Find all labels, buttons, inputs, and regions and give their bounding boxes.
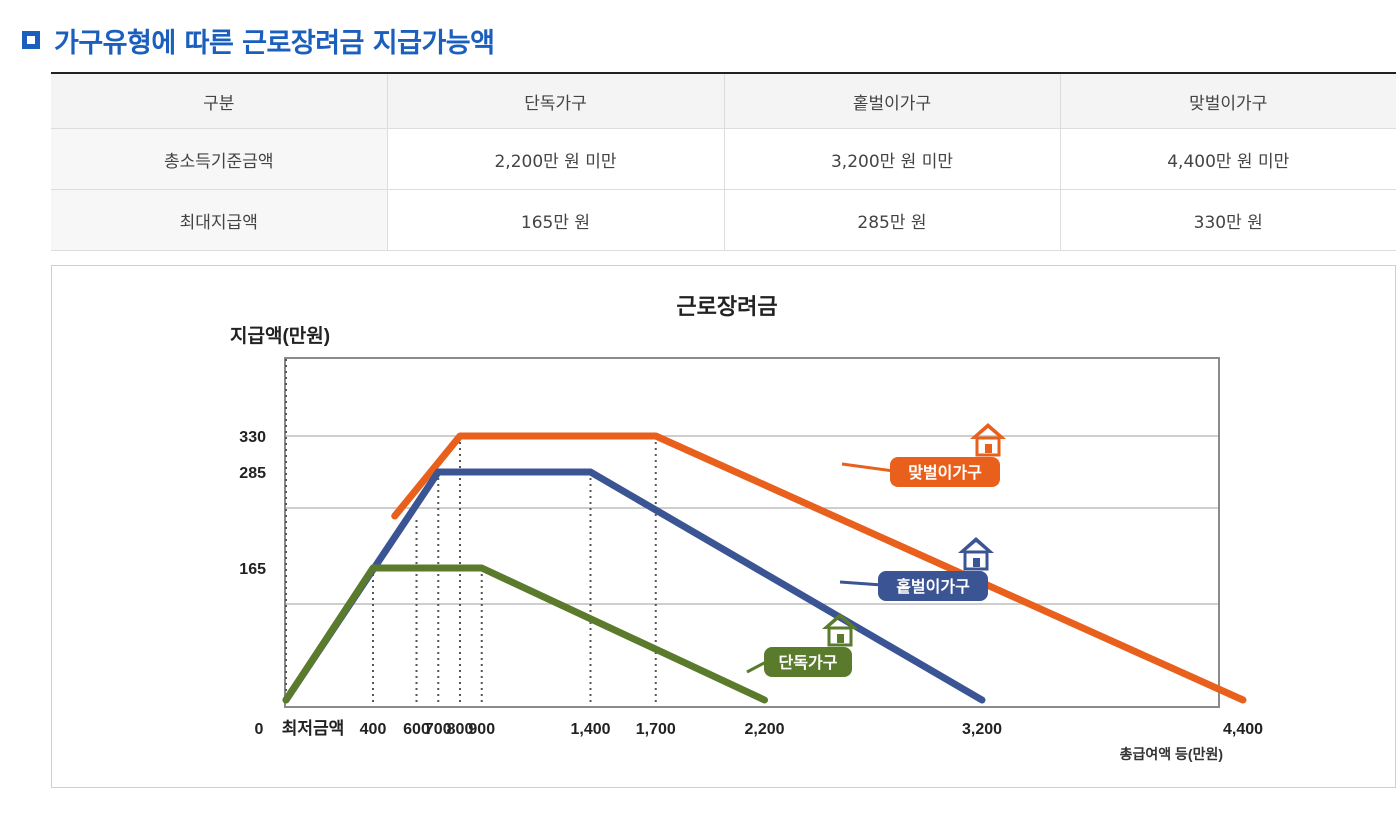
table-row-head: 총소득기준금액 (51, 128, 388, 190)
y-axis-label: 지급액(만원) (230, 325, 330, 347)
x-tick-label: 3,200 (962, 721, 1002, 738)
x-tick-label: 600 (403, 721, 430, 738)
house-icon (970, 423, 1006, 457)
plot-area (284, 357, 1220, 708)
series-line (282, 564, 768, 704)
table-row: 총소득기준금액 2,200만 원 미만 3,200만 원 미만 4,400만 원… (51, 128, 1396, 190)
x-tick-label: 700 (425, 721, 452, 738)
benefit-table: 구분 단독가구 홑벌이가구 맞벌이가구 총소득기준금액 2,200만 원 미만 … (51, 72, 1396, 251)
table-cell: 330만 원 (1060, 189, 1396, 251)
table-cell: 4,400만 원 미만 (1060, 128, 1396, 190)
table-cell: 285만 원 (724, 189, 1061, 251)
callout-connector (841, 462, 895, 473)
x-tick-label: 2,200 (744, 721, 784, 738)
series-label: 홑벌이가구 (896, 577, 970, 596)
section-title: 가구유형에 따른 근로장려금 지급가능액 (54, 27, 495, 59)
minimum-amount-label: 최저금액 (282, 719, 345, 738)
callout-connector (839, 580, 883, 587)
y-tick-label: 285 (239, 465, 266, 482)
x-tick-label: 800 (447, 721, 474, 738)
table-header-row: 구분 단독가구 홑벌이가구 맞벌이가구 (51, 73, 1396, 129)
x-tick-label: 4,400 (1223, 721, 1263, 738)
table-row-head: 최대지급액 (51, 189, 388, 251)
table-header-cell: 단독가구 (387, 73, 725, 129)
table-cell: 165만 원 (387, 189, 725, 251)
table-cell: 2,200만 원 미만 (387, 128, 725, 190)
origin-label: 0 (255, 721, 264, 738)
series-label-badge (878, 571, 988, 601)
y-tick-label: 330 (239, 429, 266, 446)
series-label-badge (764, 647, 852, 677)
square-bullet-icon (22, 31, 40, 49)
table-row: 최대지급액 165만 원 285만 원 330만 원 (51, 189, 1396, 251)
series-line (391, 432, 1247, 704)
section-heading: 가구유형에 따른 근로장려금 지급가능액 (22, 18, 495, 62)
table-header-cell: 홑벌이가구 (724, 73, 1061, 129)
x-tick-label: 900 (468, 721, 495, 738)
house-icon (822, 613, 858, 647)
x-tick-label: 1,400 (570, 721, 610, 738)
series-label-badge (890, 457, 1000, 487)
x-tick-label: 1,700 (636, 721, 676, 738)
series-label: 단독가구 (779, 654, 838, 672)
house-icon (958, 537, 994, 571)
table-header-cell: 구분 (51, 73, 388, 129)
chart-container: 근로장려금 지급액(만원) 400 600 700 800 900 1,400 1,700 2… (51, 265, 1396, 788)
series-label: 맞벌이가구 (908, 464, 982, 482)
table-header-cell: 맞벌이가구 (1060, 73, 1396, 129)
table-cell: 3,200만 원 미만 (724, 128, 1061, 190)
x-axis-label: 총급여액 등(만원) (1120, 746, 1223, 762)
chart-title: 근로장려금 (676, 294, 777, 319)
x-tick-label: 400 (360, 721, 387, 738)
y-tick-label: 165 (239, 561, 266, 578)
